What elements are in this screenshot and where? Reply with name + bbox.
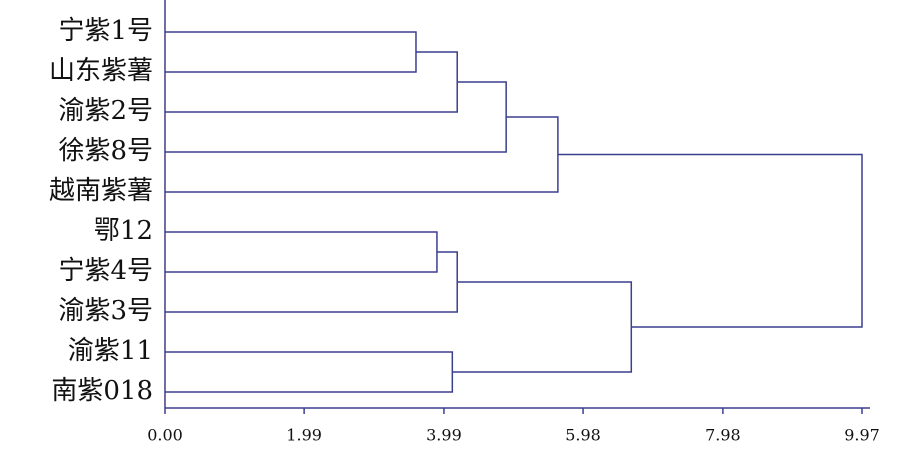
leaf-label: 越南紫薯 xyxy=(49,176,153,206)
merge-link xyxy=(557,153,863,328)
merge-link xyxy=(452,281,633,373)
x-tick-label: 1.99 xyxy=(286,426,322,445)
merge-link xyxy=(165,251,458,313)
leaf-label: 山东紫薯 xyxy=(49,56,153,86)
leaf-label: 渝紫11 xyxy=(68,336,153,366)
leaf-label: 渝紫2号 xyxy=(58,96,153,126)
merge-link xyxy=(165,31,417,73)
x-tick-label: 0.00 xyxy=(147,426,183,445)
x-tick-label: 3.99 xyxy=(426,426,462,445)
merge-link xyxy=(165,116,559,193)
leaf-label: 宁紫4号 xyxy=(58,256,153,286)
merge-link xyxy=(165,231,438,273)
x-tick-label: 9.97 xyxy=(844,426,880,445)
leaf-label: 宁紫1号 xyxy=(58,16,153,46)
merge-link xyxy=(165,351,454,393)
leaf-label: 徐紫8号 xyxy=(58,136,153,166)
leaf-label: 渝紫3号 xyxy=(58,296,153,326)
x-tick-label: 5.98 xyxy=(565,426,601,445)
leaf-label: 鄂12 xyxy=(94,216,153,246)
leaf-label: 南紫018 xyxy=(51,376,153,406)
x-tick-label: 7.98 xyxy=(705,426,741,445)
merge-link xyxy=(165,51,458,113)
merge-link xyxy=(165,81,507,153)
